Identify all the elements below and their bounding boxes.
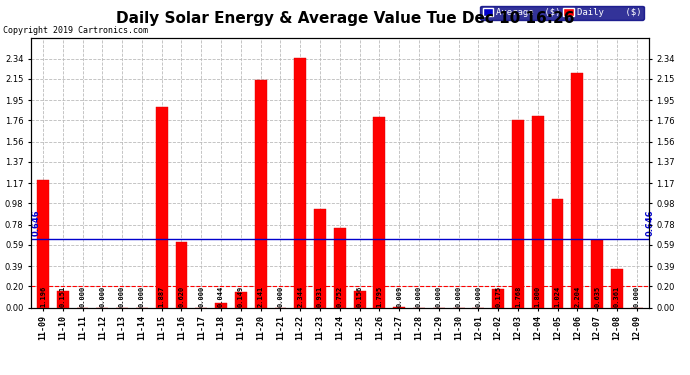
- Bar: [57, 291, 69, 308]
- Text: 0.000: 0.000: [119, 286, 125, 307]
- Bar: [393, 306, 405, 308]
- Text: 0.149: 0.149: [238, 286, 244, 307]
- Bar: [334, 228, 346, 308]
- Text: 0.635: 0.635: [594, 286, 600, 307]
- Text: 0.620: 0.620: [179, 286, 184, 307]
- Text: 0.000: 0.000: [79, 286, 86, 307]
- Text: 0.000: 0.000: [475, 286, 482, 307]
- Text: 0.175: 0.175: [495, 286, 501, 307]
- Bar: [314, 209, 326, 308]
- Text: 0.000: 0.000: [139, 286, 145, 307]
- Legend: Average  ($), Daily    ($): Average ($), Daily ($): [480, 6, 644, 20]
- Text: 2.344: 2.344: [297, 286, 303, 307]
- Bar: [215, 303, 227, 307]
- Text: 2.141: 2.141: [257, 286, 264, 307]
- Text: 0.151: 0.151: [60, 286, 66, 307]
- Text: Daily Solar Energy & Average Value Tue Dec 10 16:26: Daily Solar Energy & Average Value Tue D…: [116, 11, 574, 26]
- Text: 1.800: 1.800: [535, 286, 541, 307]
- Text: 0.931: 0.931: [317, 286, 323, 307]
- Text: 0.646: 0.646: [646, 209, 655, 236]
- Text: 0.009: 0.009: [396, 286, 402, 307]
- Text: 2.204: 2.204: [574, 286, 580, 307]
- Text: 0.752: 0.752: [337, 286, 343, 307]
- Text: 0.000: 0.000: [633, 286, 640, 307]
- Text: Copyright 2019 Cartronics.com: Copyright 2019 Cartronics.com: [3, 26, 148, 35]
- Bar: [255, 80, 266, 308]
- Bar: [354, 291, 366, 308]
- Bar: [532, 116, 544, 308]
- Text: 0.156: 0.156: [357, 286, 363, 307]
- Bar: [611, 269, 623, 308]
- Text: 1.887: 1.887: [159, 286, 165, 307]
- Text: 0.646: 0.646: [32, 209, 41, 236]
- Text: 0.000: 0.000: [99, 286, 106, 307]
- Bar: [373, 117, 385, 308]
- Bar: [492, 289, 504, 308]
- Text: 1.795: 1.795: [377, 286, 382, 307]
- Text: 0.000: 0.000: [198, 286, 204, 307]
- Text: 0.000: 0.000: [436, 286, 442, 307]
- Bar: [156, 107, 168, 307]
- Bar: [591, 240, 603, 308]
- Bar: [175, 242, 188, 308]
- Text: 1.024: 1.024: [555, 286, 560, 307]
- Bar: [571, 73, 583, 308]
- Bar: [512, 120, 524, 308]
- Bar: [295, 58, 306, 308]
- Text: 0.000: 0.000: [416, 286, 422, 307]
- Text: 1.768: 1.768: [515, 286, 521, 307]
- Text: 0.000: 0.000: [455, 286, 462, 307]
- Bar: [235, 292, 247, 308]
- Text: 0.000: 0.000: [277, 286, 284, 307]
- Text: 1.196: 1.196: [40, 286, 46, 307]
- Bar: [551, 199, 564, 308]
- Text: 0.044: 0.044: [218, 286, 224, 307]
- Bar: [37, 180, 49, 308]
- Text: 0.361: 0.361: [614, 286, 620, 307]
